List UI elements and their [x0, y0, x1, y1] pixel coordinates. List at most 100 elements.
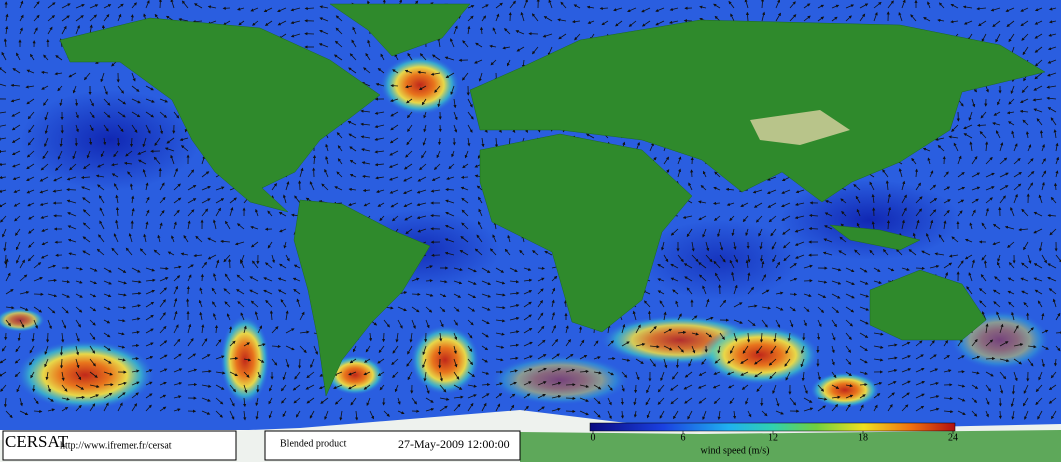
wind-arrow [389, 176, 399, 181]
wind-arrow [127, 171, 133, 178]
wind-arrow [998, 397, 1002, 407]
wind-arrow [923, 17, 931, 22]
wind-arrow [1055, 156, 1060, 165]
wind-arrow [111, 163, 119, 167]
wind-arrow [433, 163, 441, 170]
wind-arrow [1041, 158, 1046, 165]
wind-arrow [1013, 143, 1018, 152]
wind-arrow [1039, 130, 1044, 139]
wind-arrow [490, 59, 497, 66]
wind-arrow [319, 29, 329, 35]
wind-arrow [394, 53, 399, 61]
wind-arrow [125, 150, 133, 157]
wind-arrow [937, 145, 945, 152]
wind-arrow [72, 150, 77, 160]
wind-arrow [995, 33, 1001, 43]
wind-arrow [725, 187, 735, 192]
wind-arrow [131, 195, 135, 204]
wind-arrow [1034, 59, 1043, 67]
wind-arrow [83, 163, 91, 170]
wind-arrow [131, 124, 138, 133]
wind-arrow [336, 132, 343, 139]
wind-arrow [406, 98, 413, 104]
wind-arrow [464, 150, 469, 159]
wind-arrow [334, 40, 343, 48]
wind-arrow [103, 137, 107, 146]
wind-arrow [100, 150, 105, 158]
wind-arrow [634, 384, 638, 394]
wind-arrow [312, 154, 317, 165]
wind-arrow [377, 68, 385, 74]
wind-arrow [509, 0, 516, 9]
wind-arrow [117, 111, 126, 118]
wind-arrow [1011, 130, 1015, 139]
wind-arrow [407, 124, 413, 133]
colorbar-label: wind speed (m/s) [701, 445, 770, 456]
wind-arrow [615, 20, 623, 27]
wind-arrow [321, 183, 329, 191]
wind-arrow [158, 0, 162, 9]
wind-arrow [817, 4, 825, 9]
wind-arrow [389, 150, 399, 156]
wind-arrow [103, 13, 110, 22]
wind-arrow [901, 0, 906, 9]
wind-arrow [1053, 129, 1057, 139]
wind-arrow [677, 156, 682, 165]
wind-arrow [1034, 46, 1043, 53]
wind-arrow [159, 111, 168, 118]
wind-arrow [766, 189, 777, 194]
wind-arrow [30, 53, 35, 61]
wind-arrow [407, 52, 413, 61]
wind-arrow [26, 163, 35, 170]
wind-arrow [1034, 20, 1043, 25]
wind-arrow [543, 16, 553, 22]
wind-arrow [713, 3, 721, 9]
wind-arrow [26, 176, 35, 181]
wind-arrow [1, 51, 7, 61]
wind-arrow [103, 124, 109, 132]
wind-arrow [68, 72, 77, 78]
wind-arrow [1041, 144, 1045, 152]
wind-arrow [223, 20, 231, 26]
wind-arrow [1005, 7, 1015, 12]
wind-arrow [713, 186, 721, 191]
wind-arrow [601, 20, 609, 26]
wind-arrow [421, 98, 427, 106]
wind-arrow [404, 69, 413, 74]
wind-arrow [627, 7, 637, 13]
wind-arrow [479, 26, 484, 35]
wind-arrow [873, 1, 882, 9]
wind-arrow [192, 20, 203, 24]
wind-arrow [437, 137, 442, 146]
wind-arrow [0, 111, 7, 114]
wind-arrow [142, 168, 147, 178]
wind-arrow [27, 111, 35, 120]
wind-arrow [137, 150, 147, 155]
wind-arrow [201, 171, 210, 178]
wind-arrow [963, 124, 973, 130]
wind-arrow [54, 72, 63, 76]
wind-arrow [375, 82, 385, 87]
wind-arrow [1047, 46, 1057, 51]
wind-arrow [375, 176, 385, 180]
wind-arrow [523, 0, 528, 9]
wind-arrow [173, 167, 178, 178]
wind-arrow [1027, 158, 1034, 165]
wind-arrow [47, 26, 53, 35]
wind-arrow [1019, 98, 1029, 103]
wind-arrow [1053, 182, 1058, 191]
wind-arrow [145, 111, 155, 118]
wind-arrow [237, 7, 245, 11]
wind-arrow [943, 186, 951, 191]
wind-arrow [388, 163, 399, 168]
wind-arrow [542, 33, 553, 38]
colorbar-tick-label: 6 [681, 432, 686, 443]
wind-arrow [1047, 72, 1057, 77]
wind-arrow [298, 180, 302, 191]
wind-arrow [985, 156, 993, 165]
wind-arrow [992, 122, 1001, 126]
wind-arrow [66, 176, 77, 181]
wind-arrow [745, 11, 750, 22]
wind-arrow [403, 176, 413, 182]
wind-arrow [1049, 7, 1057, 11]
